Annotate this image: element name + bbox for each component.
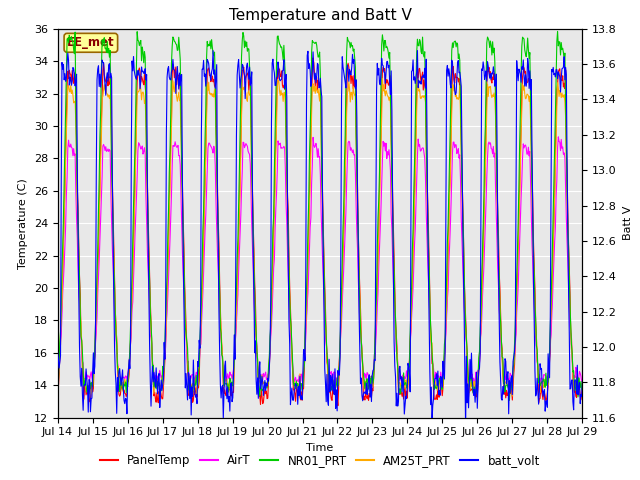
Legend: PanelTemp, AirT, NR01_PRT, AM25T_PRT, batt_volt: PanelTemp, AirT, NR01_PRT, AM25T_PRT, ba… xyxy=(95,449,545,472)
Title: Temperature and Batt V: Temperature and Batt V xyxy=(228,9,412,24)
Y-axis label: Temperature (C): Temperature (C) xyxy=(18,178,28,269)
X-axis label: Time: Time xyxy=(307,443,333,453)
Y-axis label: Batt V: Batt V xyxy=(623,206,632,240)
Text: EE_met: EE_met xyxy=(67,36,115,49)
